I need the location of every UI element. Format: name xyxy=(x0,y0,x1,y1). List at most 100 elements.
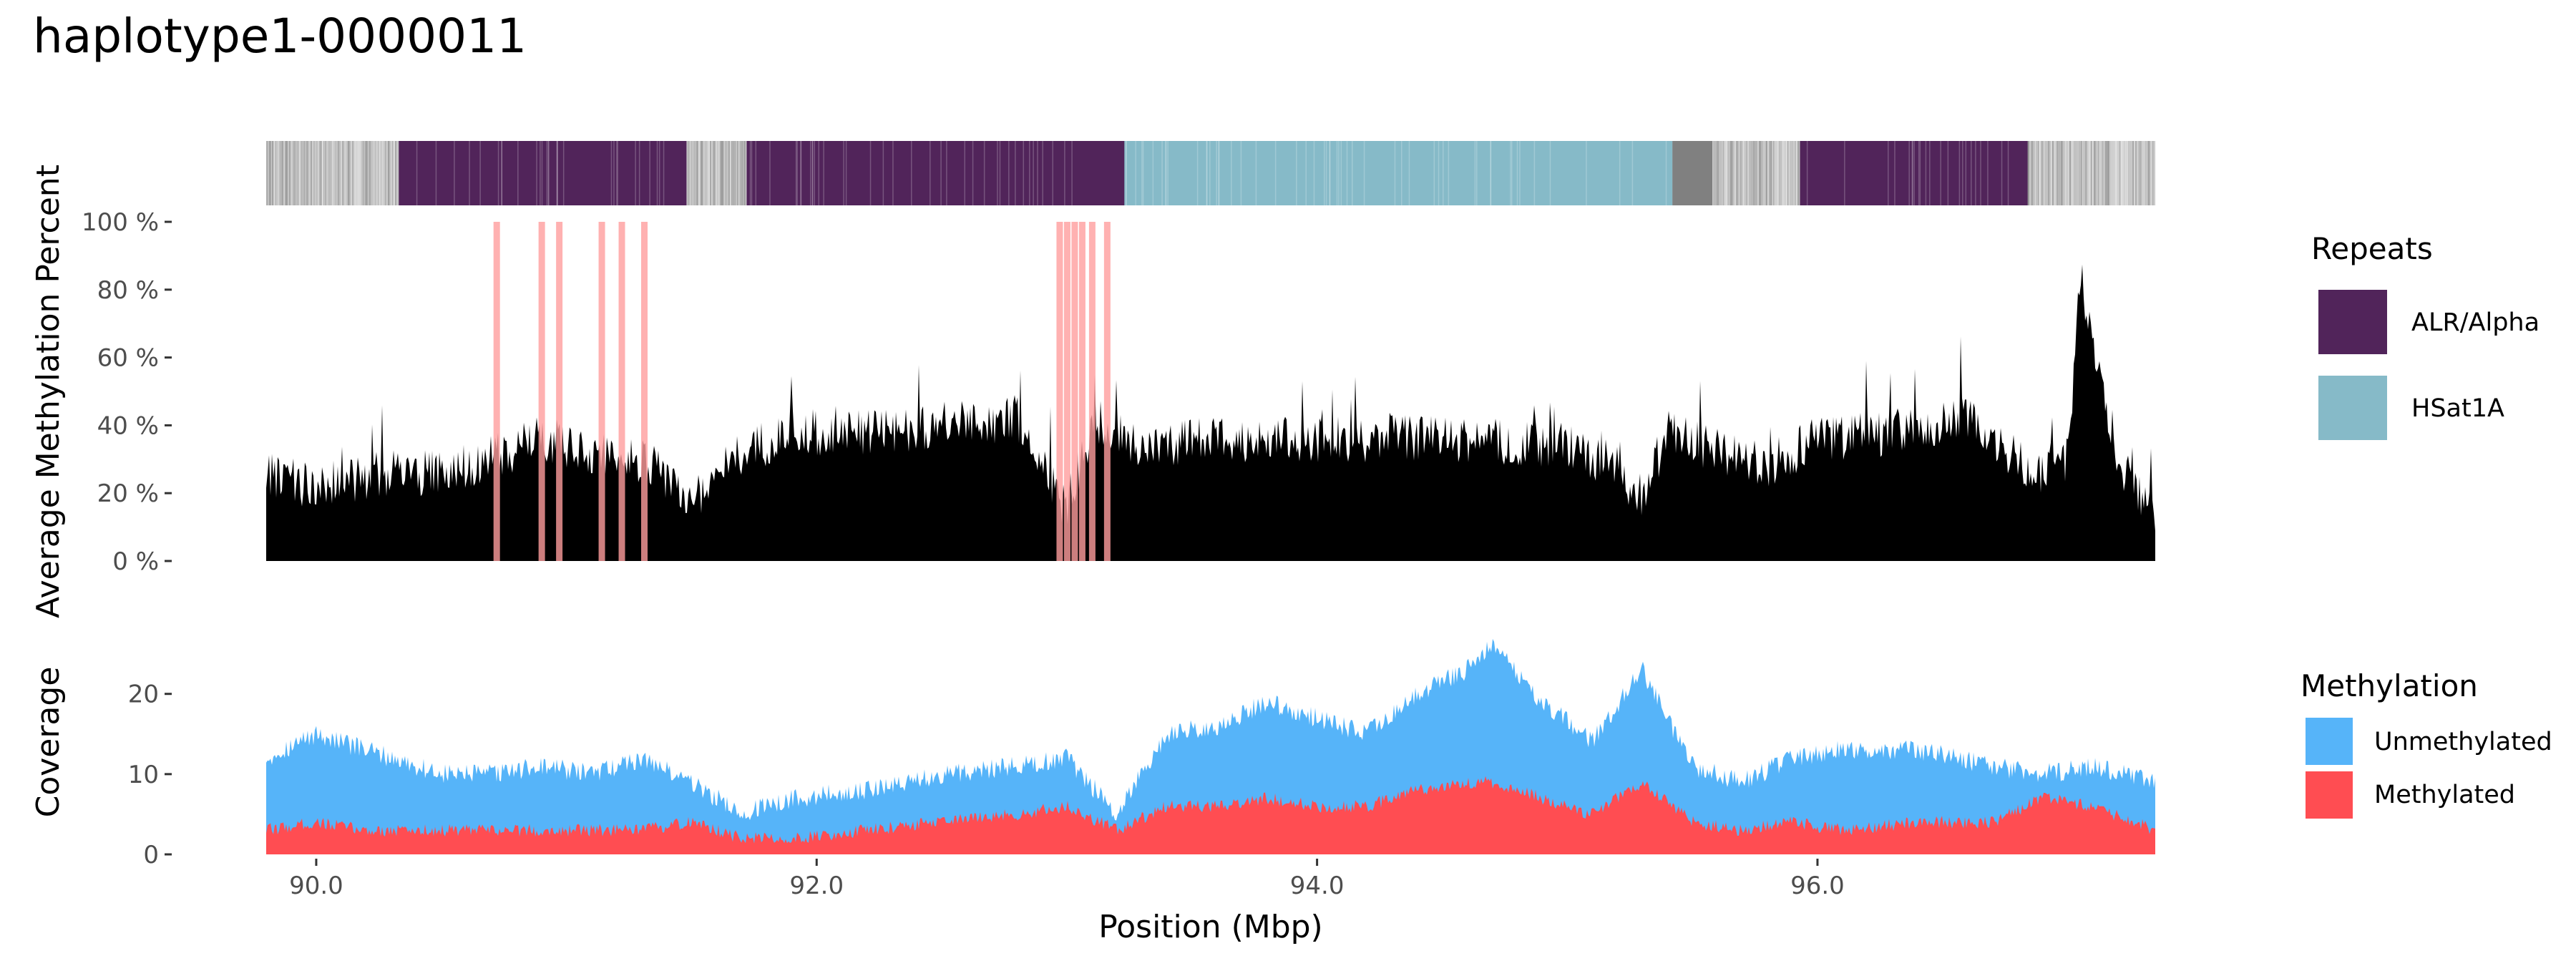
other-repeat-stripe xyxy=(1767,141,1770,205)
other-repeat-stripe xyxy=(2062,141,2064,205)
repeat-texture-line xyxy=(1448,141,1450,205)
repeat-texture-line xyxy=(1394,141,1396,205)
other-repeat-stripe xyxy=(1777,141,1779,205)
other-repeat-stripe xyxy=(1763,141,1765,205)
repeat-texture-line xyxy=(1142,141,1144,205)
other-repeat-stripe xyxy=(694,141,696,205)
other-repeat-stripe xyxy=(2032,141,2034,205)
repeat-texture-line xyxy=(416,141,418,205)
other-repeat-stripe xyxy=(319,141,321,205)
other-repeat-stripe xyxy=(323,141,325,205)
repeat-texture-line xyxy=(997,141,998,205)
repeat-texture-line xyxy=(1042,141,1043,205)
other-repeat-stripe xyxy=(724,141,726,205)
other-repeat-stripe xyxy=(1727,141,1729,205)
x-tick-label: 90.0 xyxy=(289,872,343,900)
other-repeat-stripe xyxy=(1713,141,1715,205)
other-repeat-stripe xyxy=(273,141,275,205)
methylation-y-tick-label: 60 % xyxy=(97,344,159,373)
repeat-texture-line xyxy=(454,141,455,205)
other-repeat-stripe xyxy=(2117,141,2119,205)
coverage-y-tick-label: 10 xyxy=(128,761,159,789)
repeat-texture-line xyxy=(1325,141,1327,205)
other-repeat-stripe xyxy=(1750,141,1752,205)
other-repeat-stripe xyxy=(691,141,693,205)
repeat-texture-line xyxy=(1894,141,1896,205)
repeat-texture-line xyxy=(999,141,1001,205)
other-repeat-stripe xyxy=(2065,141,2067,205)
other-repeat-stripe xyxy=(2087,141,2088,205)
repeat-segment-alr-alpha xyxy=(1800,141,2028,205)
other-repeat-stripe xyxy=(710,141,712,205)
other-repeat-stripe xyxy=(2105,141,2107,205)
repeat-texture-line xyxy=(823,141,824,205)
other-repeat-stripe xyxy=(2094,141,2096,205)
other-repeat-stripe xyxy=(366,141,368,205)
repeat-texture-line xyxy=(1443,141,1444,205)
other-repeat-stripe xyxy=(339,141,341,205)
repeat-texture-line xyxy=(435,141,437,205)
repeat-texture-line xyxy=(649,141,650,205)
repeat-texture-line xyxy=(1962,141,1963,205)
other-repeat-stripe xyxy=(697,141,699,205)
other-repeat-stripe xyxy=(316,141,318,205)
other-repeat-stripe xyxy=(1743,141,1745,205)
other-repeat-stripe xyxy=(301,141,303,205)
other-repeat-stripe xyxy=(1786,141,1787,205)
repeat-texture-line xyxy=(809,141,811,205)
other-repeat-stripe xyxy=(2145,141,2147,205)
other-repeat-stripe xyxy=(698,141,700,205)
repeat-texture-line xyxy=(1519,141,1521,205)
repeat-texture-line xyxy=(1305,141,1307,205)
other-repeat-stripe xyxy=(2111,141,2112,205)
repeat-texture-line xyxy=(1940,141,1941,205)
repeat-texture-line xyxy=(1196,141,1199,205)
other-repeat-stripe xyxy=(2036,141,2038,205)
other-repeat-stripe xyxy=(1772,141,1774,205)
repeat-texture-line xyxy=(547,141,550,205)
other-repeat-stripe xyxy=(2042,141,2044,205)
repeat-texture-line xyxy=(1313,141,1315,205)
repeat-texture-line xyxy=(946,141,947,205)
highlight-region xyxy=(1063,222,1070,561)
legend-swatch-hsat1a xyxy=(2318,376,2387,440)
repeat-texture-line xyxy=(1255,141,1257,205)
other-repeat-stripe xyxy=(2078,141,2080,205)
other-repeat-stripe xyxy=(741,141,743,205)
repeat-texture-line xyxy=(1511,141,1513,205)
other-repeat-stripe xyxy=(349,141,351,205)
coverage-y-axis-title: Coverage xyxy=(30,667,67,818)
repeat-texture-line xyxy=(501,141,503,205)
other-repeat-stripe xyxy=(1722,141,1724,205)
other-repeat-stripe xyxy=(309,141,311,205)
repeat-texture-line xyxy=(1064,141,1065,205)
repeat-segment-hsat1a xyxy=(1124,141,1673,205)
other-repeat-stripe xyxy=(278,141,279,205)
coverage-panel: 0 10 20 xyxy=(128,639,2155,869)
repeat-texture-line xyxy=(1296,141,1297,205)
other-repeat-stripe xyxy=(1747,141,1749,205)
repeat-texture-line xyxy=(1665,141,1667,205)
repeat-texture-line xyxy=(613,141,615,205)
repeat-texture-line xyxy=(1987,141,1989,205)
other-repeat-stripe xyxy=(318,141,320,205)
repeat-texture-line xyxy=(930,141,931,205)
repeat-texture-line xyxy=(1586,141,1587,205)
other-repeat-stripe xyxy=(368,141,370,205)
other-repeat-stripe xyxy=(2069,141,2072,205)
other-repeat-stripe xyxy=(2089,141,2091,205)
other-repeat-stripe xyxy=(369,141,371,205)
repeat-texture-line xyxy=(972,141,974,205)
repeat-texture-line xyxy=(1324,141,1325,205)
repeat-texture-line xyxy=(811,141,814,205)
other-repeat-stripe xyxy=(378,141,379,205)
repeat-texture-line xyxy=(1925,141,1927,205)
other-repeat-stripe xyxy=(1785,141,1787,205)
repeat-texture-line xyxy=(1912,141,1913,205)
other-repeat-stripe xyxy=(389,141,391,205)
other-repeat-stripe xyxy=(2046,141,2048,205)
repeat-texture-line xyxy=(1161,141,1163,205)
other-repeat-stripe xyxy=(1776,141,1777,205)
methylation-y-tick-label: 40 % xyxy=(97,411,159,440)
other-repeat-stripe xyxy=(325,141,327,205)
